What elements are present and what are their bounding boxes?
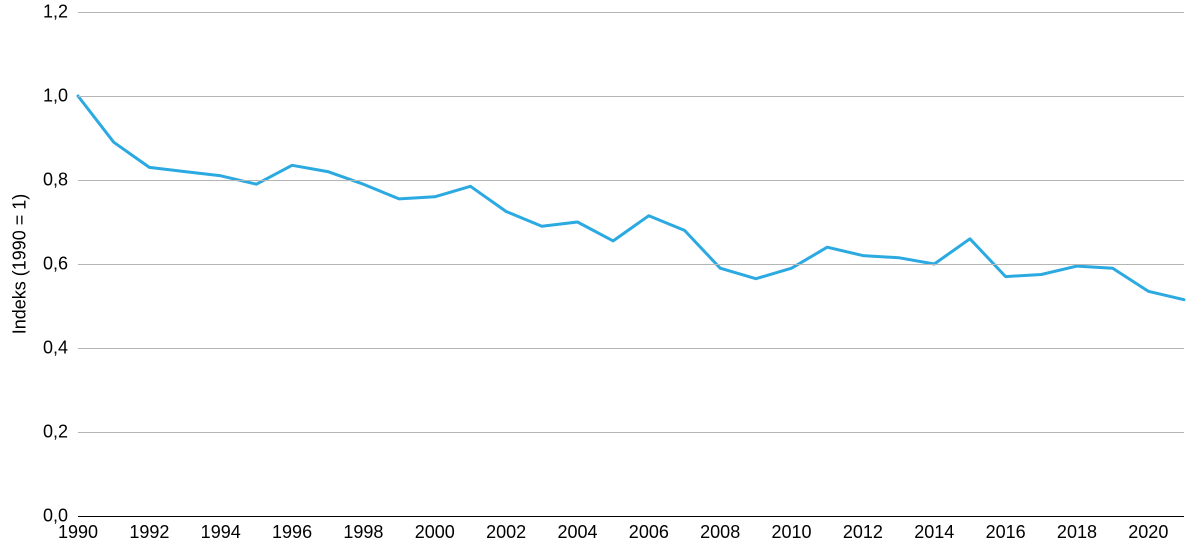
x-tick-label: 2018 — [1057, 522, 1097, 543]
y-tick-label: 1,0 — [0, 86, 68, 107]
x-tick-label: 2006 — [629, 522, 669, 543]
x-tick-label: 1992 — [129, 522, 169, 543]
plot-area — [78, 12, 1184, 516]
x-tick-label: 1996 — [272, 522, 312, 543]
x-tick-label: 2020 — [1128, 522, 1168, 543]
y-tick-label: 0,6 — [0, 254, 68, 275]
grid-line — [78, 264, 1184, 265]
y-tick-label: 0,8 — [0, 170, 68, 191]
grid-line — [78, 348, 1184, 349]
x-tick-label: 2004 — [557, 522, 597, 543]
y-tick-label: 1,2 — [0, 2, 68, 23]
grid-line — [78, 96, 1184, 97]
x-tick-label: 2010 — [772, 522, 812, 543]
x-tick-label: 1990 — [58, 522, 98, 543]
x-tick-label: 1998 — [343, 522, 383, 543]
x-tick-label: 2016 — [986, 522, 1026, 543]
x-tick-label: 2002 — [486, 522, 526, 543]
line-chart: Indeks (1990 = 1) 0,00,20,40,60,81,01,21… — [0, 0, 1200, 558]
grid-line — [78, 432, 1184, 433]
x-tick-label: 1994 — [201, 522, 241, 543]
y-tick-label: 0,4 — [0, 338, 68, 359]
x-tick-label: 2000 — [415, 522, 455, 543]
series-line — [78, 96, 1184, 300]
x-tick-label: 2014 — [914, 522, 954, 543]
grid-line — [78, 180, 1184, 181]
x-tick-label: 2008 — [700, 522, 740, 543]
grid-line — [78, 516, 1184, 517]
grid-line — [78, 12, 1184, 13]
y-tick-label: 0,2 — [0, 422, 68, 443]
x-tick-label: 2012 — [843, 522, 883, 543]
